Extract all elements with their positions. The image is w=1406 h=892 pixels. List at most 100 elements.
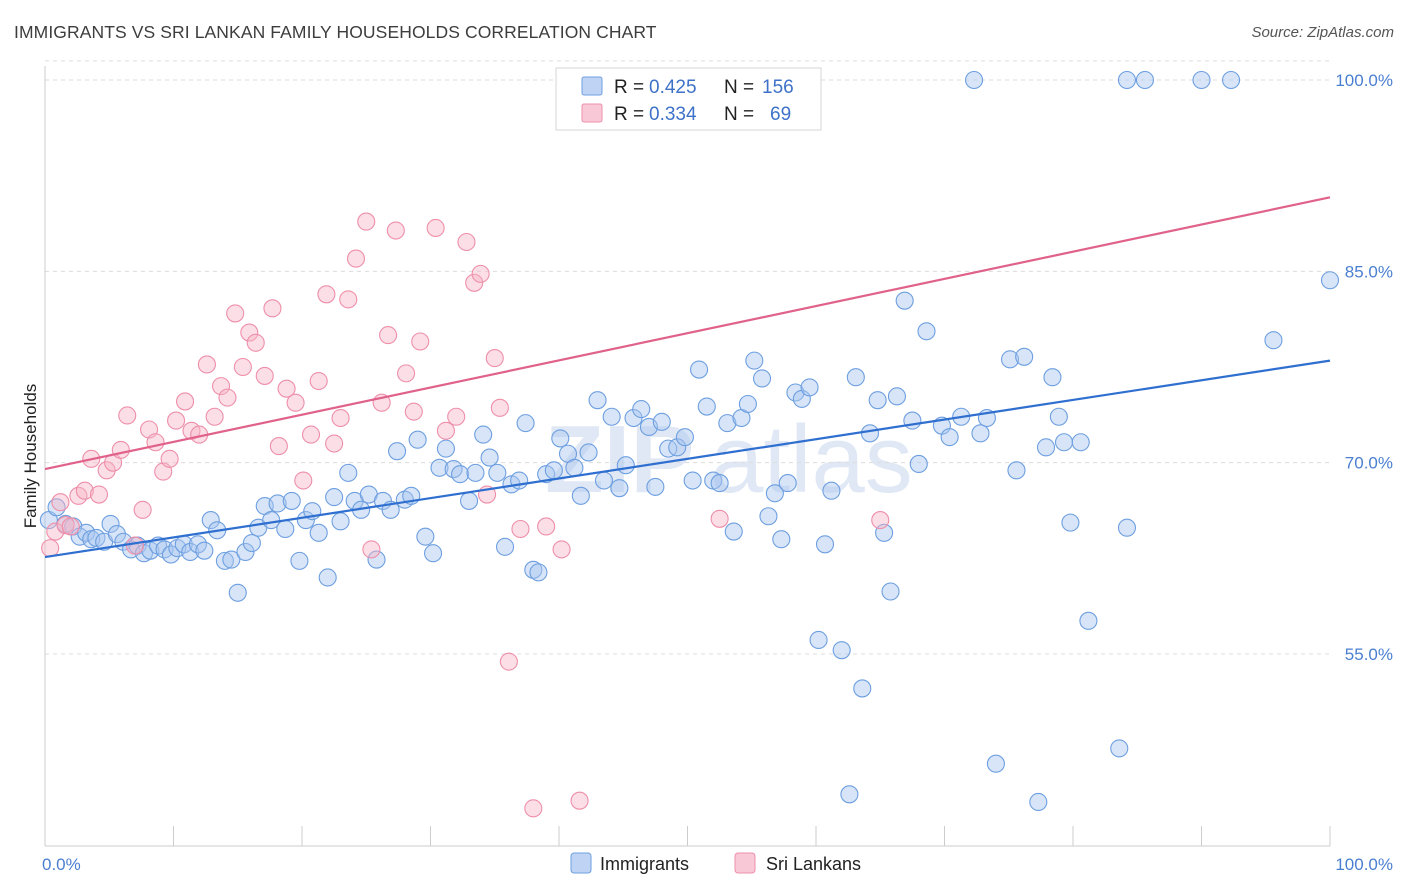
sri-lankans-point: [710, 509, 729, 528]
sri-lankans-point: [111, 440, 130, 459]
sri-lankans-point: [176, 392, 195, 411]
immigrants-point: [459, 491, 479, 510]
sri-lankans-point: [331, 408, 350, 428]
sri-lankans-trend-line: [44, 196, 1331, 471]
immigrants-point: [1079, 611, 1098, 630]
immigrants-point: [1049, 407, 1068, 426]
immigrants-point: [161, 545, 180, 564]
sri-lankans-point: [277, 379, 296, 398]
immigrants-point: [718, 414, 737, 433]
sri-lankans-point: [61, 517, 80, 536]
immigrants-point: [1117, 518, 1137, 537]
immigrants-point: [822, 481, 841, 500]
immigrants-point: [424, 544, 443, 563]
immigrants-point: [616, 456, 635, 475]
immigrants-point: [675, 428, 694, 447]
bottom-legend-swatch-immigrants: [570, 852, 592, 874]
immigrants-point: [646, 477, 665, 496]
sri-lankans-point: [436, 421, 455, 440]
immigrants-point: [909, 454, 928, 473]
sri-lankans-point: [447, 407, 466, 426]
sri-lankans-point: [226, 304, 245, 323]
immigrants-point: [276, 519, 295, 539]
immigrants-point: [544, 461, 563, 480]
immigrants-point: [632, 400, 651, 419]
x-tick-label-min: 0.0%: [42, 855, 81, 874]
sri-lankans-point: [205, 407, 224, 426]
immigrants-point: [745, 351, 764, 370]
sri-lankans-point: [362, 540, 381, 559]
immigrants-point: [1264, 331, 1283, 350]
immigrants-point: [436, 439, 455, 458]
sri-lankans-point: [485, 349, 504, 368]
immigrants-point: [724, 522, 743, 541]
immigrants-point: [290, 551, 309, 570]
immigrants-point: [331, 512, 350, 531]
immigrants-point: [571, 486, 590, 505]
sri-lankans-point: [386, 221, 405, 240]
sri-lankans-point: [286, 393, 305, 412]
sri-lankans-point: [379, 326, 398, 345]
immigrants-trend-line: [44, 359, 1331, 559]
immigrants-point: [846, 368, 865, 387]
sri-lankans-point: [397, 364, 416, 383]
immigrants-point: [800, 378, 819, 397]
immigrants-point: [416, 527, 435, 546]
immigrants-point: [242, 533, 261, 553]
immigrants-point: [1054, 433, 1074, 452]
immigrants-point: [474, 425, 493, 444]
sri-lankans-point: [411, 332, 430, 351]
immigrants-point: [832, 641, 851, 660]
bottom-legend: Immigrants Sri Lankans: [570, 852, 861, 874]
sri-lankans-point: [89, 485, 109, 504]
sri-lankans-point: [246, 333, 265, 352]
sri-lankans-point: [125, 536, 144, 555]
sri-lankans-point: [160, 449, 179, 468]
immigrants-point: [1061, 513, 1080, 532]
immigrants-point: [710, 474, 729, 493]
immigrants-point: [652, 412, 671, 431]
immigrants-point: [786, 383, 805, 402]
immigrants-point: [107, 525, 127, 544]
immigrants-point: [778, 474, 797, 493]
sri-lankans-point: [465, 273, 484, 292]
sri-lankans-point: [309, 371, 328, 391]
immigrants-point: [1036, 438, 1056, 457]
sri-lankans-point: [75, 481, 94, 500]
sri-lankans-point: [133, 500, 152, 519]
legend-n-value-sri-lankans: 69: [770, 104, 791, 125]
immigrants-point: [529, 563, 548, 582]
immigrants-point: [1117, 70, 1137, 90]
legend-n-value-immigrants: 156: [762, 77, 794, 98]
immigrants-point: [1071, 433, 1090, 452]
immigrants-point: [1110, 739, 1129, 758]
immigrants-point: [268, 494, 287, 513]
sri-lankans-point: [233, 357, 252, 377]
sri-lankans-point: [301, 425, 321, 444]
immigrants-point: [101, 514, 120, 533]
immigrants-point: [565, 458, 584, 477]
immigrants-point: [668, 438, 687, 457]
chart-title: IMMIGRANTS VS SRI LANKAN FAMILY HOUSEHOL…: [14, 22, 657, 42]
trend-lines: [44, 196, 1331, 559]
bottom-legend-sri-lankans: Sri Lankans: [766, 854, 861, 874]
immigrants-point: [262, 511, 281, 530]
sri-lankans-point: [240, 323, 259, 342]
sri-lankans-point: [255, 366, 274, 385]
immigrants-point: [610, 479, 629, 498]
sri-lankans-point: [269, 437, 288, 456]
immigrants-point: [430, 458, 449, 477]
immigrants-point: [887, 387, 907, 406]
y-tick-label: 85.0%: [1345, 262, 1393, 281]
y-tick-label: 55.0%: [1345, 645, 1393, 664]
sri-lankans-point: [218, 388, 237, 407]
immigrants-point: [971, 424, 990, 443]
sri-lankans-point: [317, 285, 336, 304]
axes: [44, 66, 1331, 847]
immigrants-point: [201, 511, 220, 530]
sri-lankans-point: [357, 212, 376, 231]
sri-lankans-point: [263, 299, 282, 318]
immigrants-point: [588, 391, 607, 410]
legend-swatch-immigrants: [581, 76, 603, 96]
